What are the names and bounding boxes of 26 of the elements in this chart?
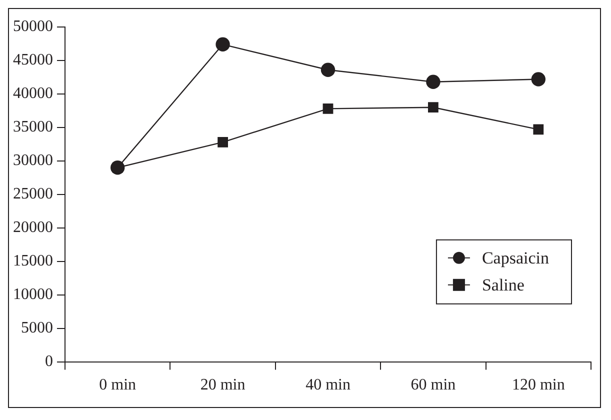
y-tick-label: 25000	[13, 186, 53, 203]
y-tick-label: 40000	[13, 85, 53, 102]
y-tick-label: 35000	[13, 118, 53, 136]
y-tick-label: 0	[45, 353, 53, 370]
y-tick-label: 20000	[13, 219, 53, 236]
point	[533, 124, 544, 135]
x-tick-label: 40 min	[306, 376, 350, 394]
point	[531, 72, 546, 86]
point	[426, 74, 440, 90]
point	[218, 136, 228, 148]
y-tick-label: 45000	[13, 52, 53, 69]
y-tick-label: 5000	[21, 320, 53, 337]
y-tick-label: 50000	[13, 18, 53, 36]
point	[322, 103, 334, 114]
legend-label: Saline	[482, 275, 524, 294]
x-tick-label: 60 min	[410, 376, 456, 394]
x-tick-label: 20 min	[200, 376, 246, 394]
point	[320, 62, 336, 77]
x-tick-label: 0 min	[99, 376, 136, 394]
y-tick-label: 15000	[13, 252, 53, 270]
y-tick-label: 10000	[13, 286, 53, 304]
legend-label: Capsaicin	[482, 248, 550, 268]
y-tick-label: 30000	[13, 152, 53, 170]
x-tick-label: 120 min	[512, 376, 565, 394]
point	[428, 102, 438, 113]
point	[216, 37, 230, 52]
